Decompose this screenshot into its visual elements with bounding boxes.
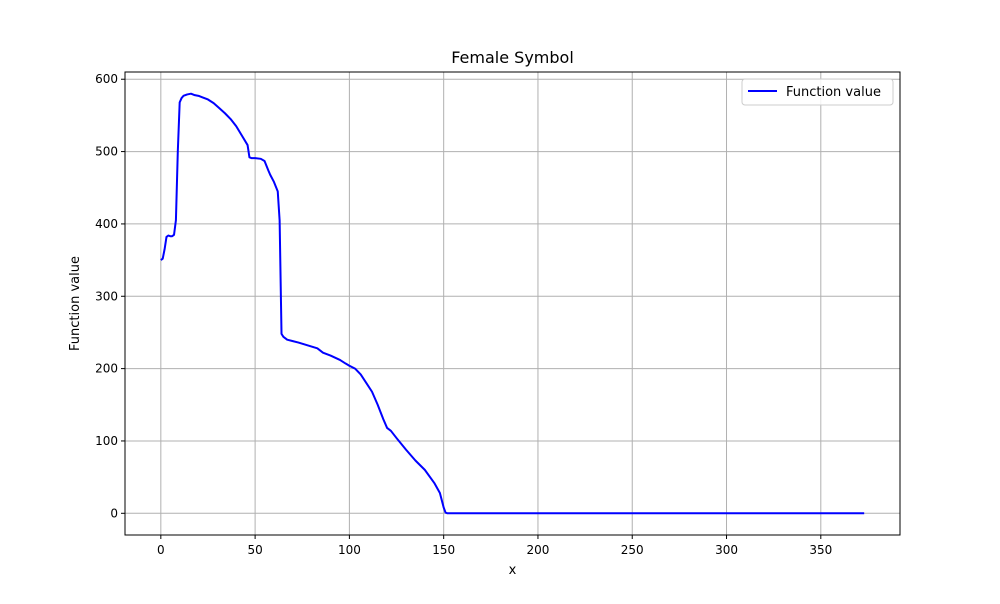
x-tick-label: 50 <box>247 543 262 557</box>
y-tick-label: 300 <box>95 289 118 303</box>
x-tick-label: 350 <box>809 543 832 557</box>
x-tick-label: 0 <box>157 543 165 557</box>
x-tick-label: 150 <box>432 543 455 557</box>
legend-label-function-value: Function value <box>786 85 881 100</box>
legend-box <box>741 78 894 106</box>
x-tick-label: 100 <box>338 543 361 557</box>
y-axis-label: Function value <box>68 256 83 351</box>
chart-title: Female Symbol <box>451 48 574 67</box>
legend: Function value <box>741 78 894 106</box>
grid-layer <box>125 72 900 535</box>
series-line-function-value <box>160 92 865 515</box>
x-tick-label: 250 <box>621 543 644 557</box>
y-tick-label: 400 <box>95 217 118 231</box>
x-axis-label: x <box>509 563 517 578</box>
y-tick-label: 500 <box>95 145 118 159</box>
series-layer <box>160 92 865 515</box>
tick-layer: 0 50 100 150 200 250 300 350 0 100 200 300 400 500 600 <box>95 72 832 557</box>
y-tick-label: 0 <box>110 506 118 520</box>
y-tick-label: 100 <box>95 434 118 448</box>
y-tick-label: 600 <box>95 72 118 86</box>
x-tick-label: 300 <box>715 543 738 557</box>
y-tick-label: 200 <box>95 362 118 376</box>
x-tick-label: 200 <box>527 543 550 557</box>
plot-frame <box>124 71 901 536</box>
